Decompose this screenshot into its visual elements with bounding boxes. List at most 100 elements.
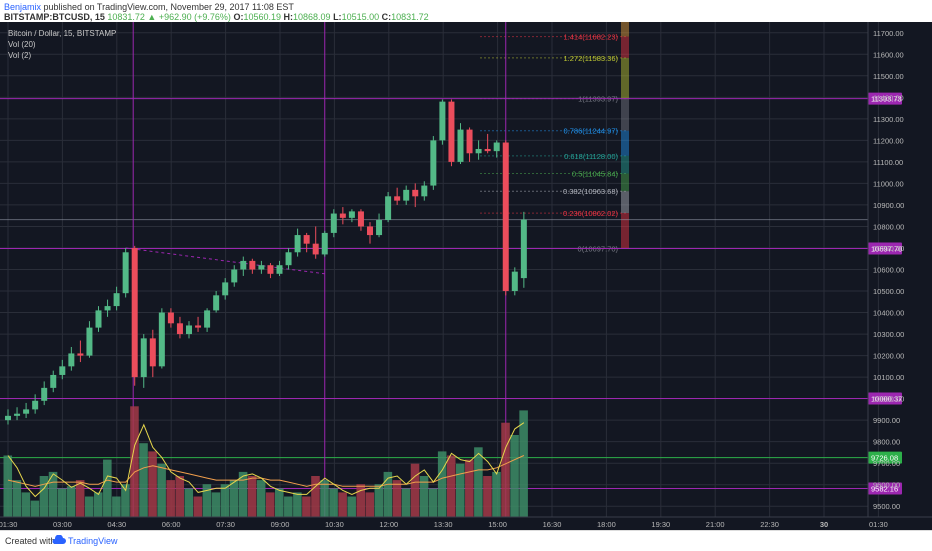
legend-vol2: Vol (2) <box>8 51 31 60</box>
price-tag-label: 9726.08 <box>871 454 898 463</box>
price-tag-label: 11393.73 <box>871 95 902 104</box>
volume-bar <box>401 488 411 517</box>
time-tick-label: 21:00 <box>706 520 725 529</box>
volume-bar <box>492 471 501 517</box>
fib-band-segment <box>621 173 629 192</box>
fib-band-segment <box>621 57 629 99</box>
volume-bar <box>193 496 203 517</box>
candle-body <box>493 142 500 152</box>
volume-bar <box>211 492 221 517</box>
time-tick-label: 03:00 <box>53 520 72 529</box>
candle-body <box>167 312 174 324</box>
price-tag-label: 10000.37 <box>871 395 902 404</box>
up-arrow-icon: ▲ <box>147 12 157 22</box>
volume-bar <box>483 476 492 517</box>
fib-level-label: 1.272(11583.36) <box>564 54 619 63</box>
volume-bar <box>347 496 356 517</box>
chart-background <box>0 22 932 530</box>
candle-body <box>222 282 229 296</box>
price-chart[interactable]: 0(10697.70)0.236(10862.02)0.382(10963.68… <box>0 22 932 530</box>
candle-body <box>95 310 102 328</box>
legend-title: Bitcoin / Dollar, 15, BITSTAMP <box>8 29 116 38</box>
volume-bar <box>57 488 67 517</box>
last-price: 10831.72 <box>107 12 145 22</box>
volume-bar <box>148 451 157 517</box>
time-tick-label: 01:30 <box>869 520 888 529</box>
volume-bar <box>519 410 528 517</box>
created-with-text: Created with <box>5 536 56 546</box>
volume-bar <box>329 488 338 517</box>
price-tick-label: 10600.00 <box>873 266 904 275</box>
low-value: 10515.00 <box>341 12 380 22</box>
volume-bar <box>446 455 456 517</box>
candle-body <box>367 226 373 236</box>
candle-body <box>231 269 238 283</box>
price-tick-label: 9700.00 <box>873 459 900 468</box>
volume-bar <box>21 492 31 517</box>
volume-bar <box>202 484 212 517</box>
time-tick-label: 30 <box>820 520 828 529</box>
volume-bar <box>139 443 148 517</box>
tradingview-brand-link[interactable]: TradingView <box>68 536 118 546</box>
time-tick-label: 07:30 <box>216 520 235 529</box>
candle-body <box>276 265 283 274</box>
fib-band-top <box>621 22 629 37</box>
fib-band-segment <box>621 213 629 249</box>
time-tick-label: 12:00 <box>379 520 398 529</box>
candle-body <box>149 338 156 367</box>
price-tag <box>868 451 902 464</box>
time-axis: 01:30 03:00 04:30 06:00 07:30 09:00 10:30 12:00… <box>0 520 888 529</box>
symbol-label: BITSTAMP:BTCUSD, 15 <box>4 12 105 22</box>
volume-bar <box>48 471 58 517</box>
volume-bar <box>410 463 420 517</box>
volume-bar <box>392 480 402 517</box>
candle-body <box>68 353 75 367</box>
time-tick-label: 18:00 <box>597 520 616 529</box>
volume-bar <box>311 476 320 517</box>
volume-bar <box>157 463 166 517</box>
cloud-icon <box>52 535 66 544</box>
volume-bar <box>419 476 429 517</box>
fib-level-label: 0.786(11244.97) <box>564 127 619 136</box>
volume-bar <box>112 496 121 517</box>
candle-body <box>176 323 183 335</box>
candle-body <box>240 260 247 270</box>
volume-bar <box>84 496 94 517</box>
candle-body <box>285 252 292 266</box>
volume-bar <box>356 484 365 517</box>
candle-body <box>140 338 147 378</box>
volume-bar <box>465 459 474 517</box>
time-tick-label: 22:30 <box>760 520 779 529</box>
volume-bar <box>365 492 375 517</box>
price-tick-label: 10500.00 <box>873 287 904 296</box>
footer: Created with TradingView <box>0 530 932 551</box>
candle-body <box>412 189 419 197</box>
price-tag <box>868 242 902 255</box>
volume-bar <box>320 480 329 517</box>
fib-band-segment <box>621 36 629 58</box>
candle-body <box>14 413 21 416</box>
volume-moving-averages <box>7 422 525 498</box>
price-tick-label: 10300.00 <box>873 330 904 339</box>
volume-bar <box>3 455 13 517</box>
volume-ma20-line <box>7 455 525 487</box>
fib-level-label: 0.382(10963.68) <box>563 187 619 196</box>
fib-band-segment <box>621 155 629 174</box>
author-link[interactable]: Benjamix <box>4 2 42 12</box>
volume-bars <box>3 406 528 517</box>
chart-header: Benjamix published on TradingView.com, N… <box>0 0 932 22</box>
volume-bar <box>238 471 248 517</box>
volume-bar <box>293 492 302 517</box>
price-tick-label: 10700.00 <box>873 244 904 253</box>
price-tick-label: 10100.00 <box>873 373 904 382</box>
time-tick-label: 19:30 <box>651 520 670 529</box>
candle-body <box>475 148 482 154</box>
candle-body <box>511 271 518 292</box>
candle-body <box>258 265 265 270</box>
volume-bar <box>265 492 275 517</box>
price-tick-label: 11300.00 <box>873 115 904 124</box>
volume-bar <box>383 471 393 517</box>
volume-bar <box>428 488 438 517</box>
price-tick-label: 11200.00 <box>873 136 904 145</box>
fib-band-segment <box>621 191 629 214</box>
